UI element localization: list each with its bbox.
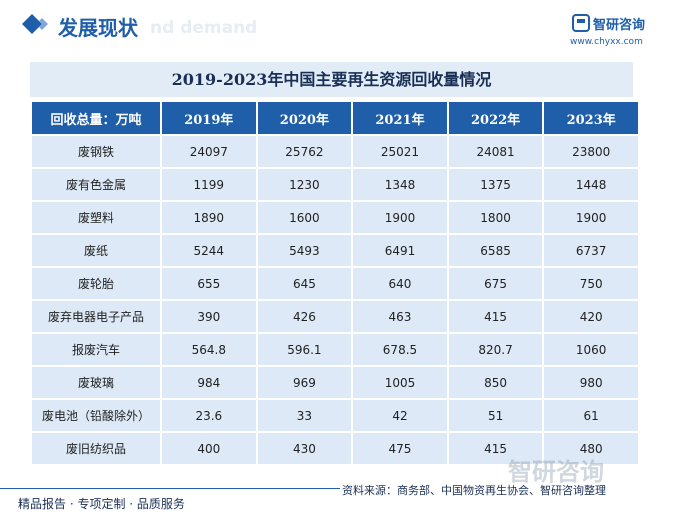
row-label: 废轮胎: [30, 266, 162, 301]
cell: 25762: [255, 134, 354, 169]
column-header: 2022年: [446, 100, 545, 136]
cell: 1199: [160, 167, 258, 202]
row-label: 废电池（铅酸除外）: [30, 398, 162, 433]
table-row: 废弃电器电子产品 390 426 463 415 420: [30, 299, 640, 334]
cell: 51: [446, 398, 545, 433]
cell: 480: [542, 431, 640, 466]
cell: 430: [255, 431, 354, 466]
cell: 42: [351, 398, 449, 433]
column-header: 2021年: [351, 100, 449, 136]
cell: 23.6: [160, 398, 258, 433]
row-label: 废钢铁: [30, 134, 162, 169]
table-title: 2019-2023年中国主要再生资源回收量情况: [30, 62, 633, 97]
cell: 850: [446, 365, 545, 400]
cell: 61: [542, 398, 640, 433]
table-row: 废电池（铅酸除外） 23.6 33 42 51 61: [30, 398, 640, 433]
cell: 1230: [255, 167, 354, 202]
table: 回收总量：万吨 2019年 2020年 2021年 2022年 2023年 废钢铁 24097…: [30, 100, 640, 466]
table-row: 废轮胎 655 645 640 675 750: [30, 266, 640, 301]
logo: 智研咨询: [593, 18, 646, 33]
column-header: 2019年: [160, 100, 258, 136]
cell: 463: [351, 299, 449, 334]
watermark: 智研咨询: [508, 458, 604, 486]
row-label: 废弃电器电子产品: [30, 299, 162, 334]
cell: 1890: [160, 200, 258, 235]
table-row: 废旧纺织品 400 430 475 415 480: [30, 431, 640, 466]
cell: 1600: [255, 200, 354, 235]
row-label: 废玻璃: [30, 365, 162, 400]
header-icon: [22, 14, 48, 34]
cell: 1800: [446, 200, 545, 235]
footer-slogan: 精品报告 · 专项定制 · 品质服务: [18, 497, 185, 511]
cell: 24081: [446, 134, 545, 169]
cell: 23800: [542, 134, 640, 169]
cell: 1348: [351, 167, 449, 202]
cell: 655: [160, 266, 258, 301]
cell: 1060: [542, 332, 640, 367]
cell: 415: [446, 299, 545, 334]
cell: 980: [542, 365, 640, 400]
cell: 6585: [446, 233, 545, 268]
cell: 415: [446, 431, 545, 466]
cell: 750: [542, 266, 640, 301]
cell: 640: [351, 266, 449, 301]
table-row: 废有色金属 1199 1230 1348 1375 1448: [30, 167, 640, 202]
url: www.chyxx.com: [570, 37, 643, 47]
cell: 420: [542, 299, 640, 334]
cell: 596.1: [255, 332, 354, 367]
cell: 24097: [160, 134, 258, 169]
cell: 1375: [446, 167, 545, 202]
row-label: 废旧纺织品: [30, 431, 162, 466]
table-row: 废钢铁 24097 25762 25021 24081 23800: [30, 134, 640, 169]
cell: 645: [255, 266, 354, 301]
cell: 25021: [351, 134, 449, 169]
table-row: 报废汽车 564.8 596.1 678.5 820.7 1060: [30, 332, 640, 367]
cell: 5493: [255, 233, 354, 268]
cell: 820.7: [446, 332, 545, 367]
cell: 1005: [351, 365, 449, 400]
footer-line: [0, 488, 340, 489]
row-label: 废纸: [30, 233, 162, 268]
cell: 33: [255, 398, 354, 433]
cell: 675: [446, 266, 545, 301]
header-title: 发展现状: [58, 16, 138, 40]
table-row: 废塑料 1890 1600 1900 1800 1900: [30, 200, 640, 235]
row-label: 废有色金属: [30, 167, 162, 202]
cell: 984: [160, 365, 258, 400]
cell: 400: [160, 431, 258, 466]
cell: 475: [351, 431, 449, 466]
logo-icon: [572, 14, 590, 32]
cell: 1448: [542, 167, 640, 202]
cell: 6737: [542, 233, 640, 268]
cell: 6491: [351, 233, 449, 268]
column-header: 2020年: [255, 100, 354, 136]
row-label: 废塑料: [30, 200, 162, 235]
table-row: 废玻璃 984 969 1005 850 980: [30, 365, 640, 400]
footer-source: 资料来源：商务部、中国物资再生协会、智研咨询整理: [342, 484, 606, 497]
cell: 426: [255, 299, 354, 334]
watermark: nd demand: [150, 18, 258, 38]
row-label: 报废汽车: [30, 332, 162, 367]
column-header: 回收总量：万吨: [30, 100, 162, 136]
cell: 1900: [542, 200, 640, 235]
cell: 390: [160, 299, 258, 334]
cell: 678.5: [351, 332, 449, 367]
cell: 969: [255, 365, 354, 400]
cell: 5244: [160, 233, 258, 268]
cell: 1900: [351, 200, 449, 235]
table-row: 废纸 5244 5493 6491 6585 6737: [30, 233, 640, 268]
column-header: 2023年: [542, 100, 640, 136]
cell: 564.8: [160, 332, 258, 367]
